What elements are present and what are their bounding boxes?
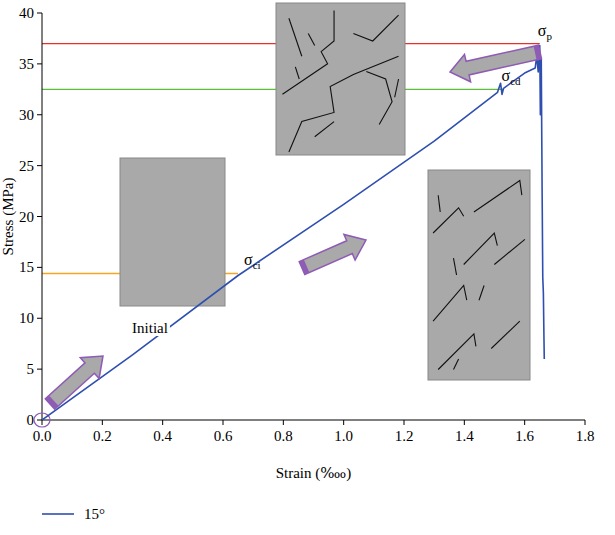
x-tick [404,420,405,425]
crack [479,286,484,301]
y-tick-label: 20 [19,209,34,225]
y-tick [37,114,42,115]
legend-label: 15° [84,506,105,522]
y-tick-label: 25 [19,158,34,174]
y-axis-title: Stress (MPa) [0,178,17,256]
crack [353,15,398,41]
crack [433,208,464,233]
x-tick-label: 1.6 [515,428,534,444]
crack [315,122,334,137]
x-tick [223,420,224,425]
crack [491,321,520,348]
x-tick [42,420,43,425]
y-tick-label: 15 [19,259,34,275]
series-group [42,46,544,420]
arrow-body [299,234,366,274]
arrow-tail [299,260,309,275]
x-tick [585,420,586,425]
arrow [299,234,366,274]
x-tick [162,420,163,425]
x-tick [283,420,284,425]
crack [433,286,467,322]
y-tick-label: 40 [19,5,34,21]
x-tick-label: 1.4 [455,428,474,444]
sketch-box [428,170,530,380]
label-patch [130,320,170,336]
x-tick-label: 1.2 [395,428,414,444]
x-tick-label: 1.0 [334,428,353,444]
crack [474,181,522,213]
sketch-box [120,158,225,306]
y-tick [37,420,42,421]
crack [289,18,302,56]
chart: 0 5 10 15 20 25 30 35 40 0.0 0.2 0.4 0.6 0.8 1.0 1.2 1.4… [0,0,615,535]
crack [494,239,525,264]
crack [454,258,457,275]
legend: 15° [42,506,105,522]
y-tick [37,318,42,319]
crack [438,334,476,370]
crack [454,359,459,370]
arrow-tail [45,396,58,410]
arrow-body [450,45,542,82]
y-tick-label: 0 [27,412,35,428]
threshold-label: σci [244,251,261,271]
crack [308,33,314,45]
arrow-body [45,356,103,409]
series-line [42,46,544,420]
x-tick-label: 0.2 [93,428,112,444]
y-tick [37,369,42,370]
x-tick-label: 0.0 [33,428,52,444]
y-tick [37,267,42,268]
x-tick [464,420,465,425]
threshold-label: σp [538,22,553,42]
y-tick [37,216,42,217]
axes: 0 5 10 15 20 25 30 35 40 0.0 0.2 0.4 0.6 0.8 1.0 1.2 1.4… [19,5,594,444]
x-tick [343,420,344,425]
x-axis-line [42,420,585,421]
threshold-label: σcd [502,67,522,87]
y-tick-label: 10 [19,310,34,326]
crack-sketch [276,3,405,155]
arrow [450,45,542,82]
y-tick [37,165,42,166]
x-tick-label: 0.4 [153,428,172,444]
crack [289,56,399,152]
crack [366,71,392,124]
y-tick-label: 35 [19,56,34,72]
y-tick-label: 30 [19,107,34,123]
sketch-box [276,3,405,155]
x-axis-title: Strain (‱) [276,465,352,482]
y-tick [37,13,42,14]
y-tick-label: 5 [27,361,35,377]
annotation: Initial [132,320,168,336]
arrow [45,356,103,409]
legend-swatch [42,513,74,515]
y-tick [37,63,42,64]
x-tick-label: 0.8 [274,428,293,444]
arrow-tail [534,45,542,60]
x-tick-label: 0.6 [214,428,233,444]
crack [464,233,498,265]
crack-sketch [428,170,530,380]
crack [438,195,440,212]
crack-sketch [120,158,225,306]
threshold-line [42,89,504,90]
crack [295,67,299,79]
x-tick-label: 1.8 [576,428,595,444]
x-tick [524,420,525,425]
x-tick [102,420,103,425]
crack [395,79,399,97]
crack [282,11,334,95]
